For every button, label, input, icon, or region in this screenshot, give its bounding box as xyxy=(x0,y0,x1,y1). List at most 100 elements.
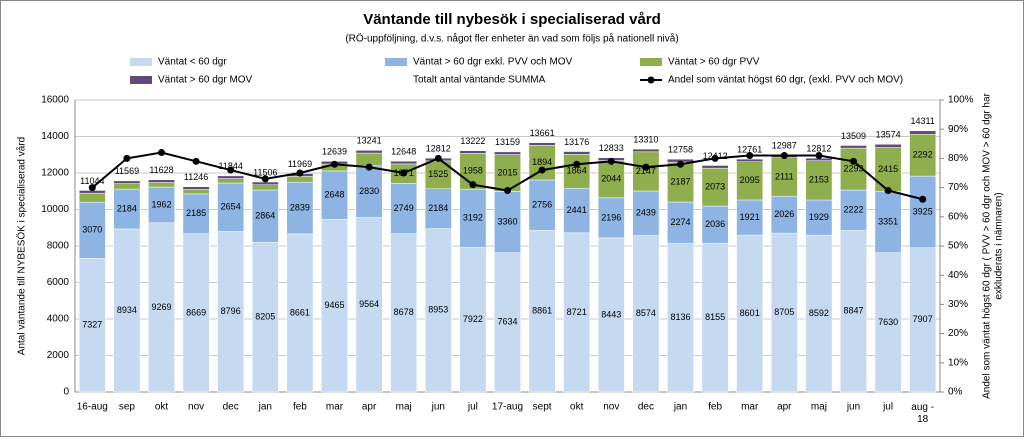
data-label: 2830 xyxy=(359,186,379,196)
line-marker xyxy=(642,163,650,171)
data-label: 2184 xyxy=(428,203,448,213)
bar-segment xyxy=(217,178,245,184)
x-tick-label: dec xyxy=(223,402,239,413)
bar-segment xyxy=(805,199,833,236)
line-marker xyxy=(331,160,338,168)
bar-segment xyxy=(355,150,383,154)
bar-segment xyxy=(909,175,937,248)
x-tick-label: aug -18 xyxy=(911,402,934,425)
total-label: 12639 xyxy=(322,147,347,157)
y-tick-label: 2000 xyxy=(47,350,70,361)
data-label: 8661 xyxy=(290,307,310,317)
line-marker xyxy=(227,166,235,174)
data-label: 1525 xyxy=(428,169,448,179)
data-label: 1962 xyxy=(151,199,171,209)
bar-segment xyxy=(113,228,141,393)
x-tick-label: jun xyxy=(846,402,860,413)
data-label: 2274 xyxy=(670,217,690,227)
y-tick-label: 4000 xyxy=(47,314,70,325)
bar-segment xyxy=(459,150,487,154)
x-tick-label: feb xyxy=(293,402,307,413)
bar-segment xyxy=(286,181,314,235)
line-marker xyxy=(607,157,615,165)
data-label: 8705 xyxy=(774,307,794,317)
x-tick-label: feb xyxy=(708,402,722,413)
data-label: 9564 xyxy=(359,299,379,309)
x-tick-label: 16-aug xyxy=(77,402,108,413)
y2-tick-label: 30% xyxy=(948,299,968,310)
line-marker xyxy=(123,154,131,162)
legend-swatch xyxy=(640,58,662,66)
y-tick-label: 6000 xyxy=(47,277,70,288)
bar-segment xyxy=(770,157,798,197)
data-label: 7922 xyxy=(463,314,483,324)
data-label: 2187 xyxy=(670,176,690,186)
x-tick-label: sept xyxy=(533,402,552,413)
bar-segment xyxy=(736,234,764,393)
legend-label: Väntat > 60 dgr PVV xyxy=(668,57,760,68)
bar-segment xyxy=(701,167,729,207)
line-marker xyxy=(850,157,857,165)
bar-segment xyxy=(667,161,694,203)
data-label: 8592 xyxy=(809,308,829,318)
x-tick-label: maj xyxy=(396,402,412,413)
total-label: 13176 xyxy=(564,137,589,147)
data-label: 2293 xyxy=(843,163,863,173)
data-label: 2095 xyxy=(740,175,760,185)
bar-segment xyxy=(874,144,902,148)
bar-segment xyxy=(667,243,694,393)
line-marker xyxy=(711,154,719,162)
bar-segment xyxy=(251,189,279,243)
data-label: 7907 xyxy=(913,314,933,324)
y2-axis-title: Andel som väntat högst 60 dgr ( PVV > 60… xyxy=(982,92,993,398)
total-label: 13310 xyxy=(633,134,658,144)
x-tick-label: apr xyxy=(362,402,377,413)
line-marker xyxy=(469,181,477,189)
x-tick-label: okt xyxy=(570,402,584,413)
bar-segment xyxy=(632,151,660,192)
bar-segment xyxy=(805,234,833,393)
bar-segment xyxy=(113,183,141,190)
bar-segment xyxy=(563,151,591,155)
data-label: 8861 xyxy=(532,306,552,316)
line-marker xyxy=(780,151,788,159)
bar-segment xyxy=(459,247,487,393)
bar-segment xyxy=(182,186,210,190)
data-label: 2073 xyxy=(705,181,725,191)
y2-tick-label: 60% xyxy=(948,211,968,222)
bar-segment xyxy=(632,148,660,153)
y-tick-label: 12000 xyxy=(41,168,69,179)
data-label: 7630 xyxy=(878,317,898,327)
data-label: 2111 xyxy=(775,171,794,181)
bar-segment xyxy=(217,231,245,393)
data-label: 9269 xyxy=(151,302,171,312)
legend-swatch xyxy=(130,76,152,84)
bar-segment xyxy=(355,217,383,393)
bar-segment xyxy=(840,189,867,231)
bar-segment xyxy=(597,197,625,239)
data-label: 3360 xyxy=(497,216,517,226)
data-label: 8601 xyxy=(740,308,760,318)
line-marker xyxy=(815,151,823,159)
data-label: 1921 xyxy=(740,212,760,222)
total-label: 11969 xyxy=(288,159,312,169)
bar-segment xyxy=(632,190,660,236)
bar-segment xyxy=(494,191,521,253)
data-label: 2044 xyxy=(601,174,621,184)
x-tick-label: jun xyxy=(431,402,445,413)
y2-tick-label: 40% xyxy=(948,270,968,281)
bar-segment xyxy=(736,158,764,162)
y-tick-label: 14000 xyxy=(41,131,69,142)
data-label: 8953 xyxy=(428,305,448,315)
total-label: 12761 xyxy=(737,144,762,154)
data-label: 2184 xyxy=(117,203,137,213)
data-label: 2654 xyxy=(221,202,241,212)
data-label: 2196 xyxy=(601,212,621,222)
bar-segment xyxy=(528,230,556,393)
bar-segment xyxy=(840,145,867,149)
line-marker xyxy=(296,169,304,177)
line-marker xyxy=(677,160,684,168)
line-marker xyxy=(365,163,373,171)
line-marker xyxy=(538,166,546,174)
